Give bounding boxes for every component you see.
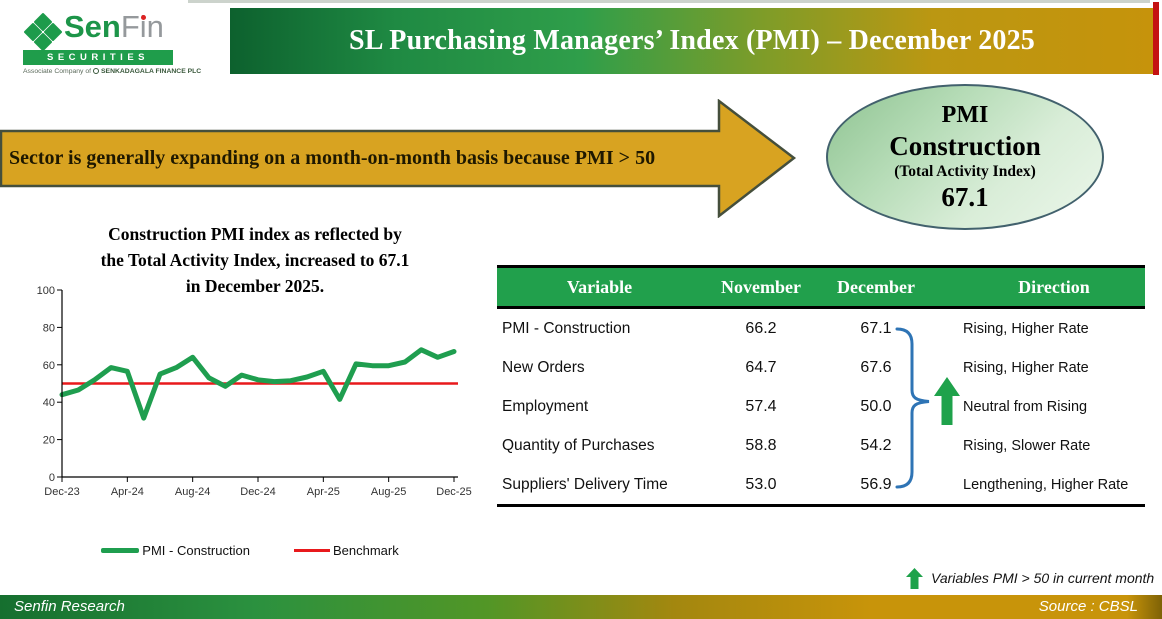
badge-line3: (Total Activity Index) [894,163,1036,180]
legend-label-pmi: PMI - Construction [142,543,250,558]
cell-december: 50.0 [860,397,892,415]
y-tick-label: 60 [43,360,55,372]
col-header-direction: Direction [1018,276,1090,297]
chart-title: Construction PMI index as reflected by t… [45,221,465,299]
brand-fin: Fin [120,9,164,44]
chart-title-line3: in December 2025. [185,276,325,296]
pmi-variables-table: Variable November December Direction PMI… [497,265,1145,507]
brand-wordmark: SenFin [64,8,164,46]
badge-line2: Construction [889,131,1041,161]
x-tick-label: Aug-25 [371,486,406,498]
table-row: Employment 57.4 50.0 Neutral from Rising [497,387,1145,426]
cell-direction: Lengthening, Higher Rate [963,476,1129,493]
brand-red-dot [141,15,146,20]
cell-direction: Rising, Higher Rate [963,359,1089,376]
badge-value: 67.1 [941,182,989,212]
table-row: New Orders 64.7 67.6 Rising, Higher Rate [497,348,1145,387]
cell-variable: PMI - Construction [502,319,631,337]
callout-arrow-shape [0,99,797,218]
legend-label-benchmark: Benchmark [332,543,399,558]
y-tick-label: 100 [37,285,55,297]
note-up-arrow-icon [906,568,923,589]
callout-text: Sector is generally expanding on a month… [9,147,656,169]
footer-source-label: Source : CBSL [1038,598,1138,615]
callout-arrow [0,99,797,218]
col-header-november: November [721,276,801,297]
x-tick-label: Dec-23 [44,486,79,498]
cell-variable: Employment [502,397,589,415]
clover-logo-icon [24,13,62,51]
page-title: SL Purchasing Managers’ Index (PMI) – De… [348,25,1036,56]
chart-dynamic-layer: 0 20 40 60 80 100 Dec-23 Apr-24 Aug-24 Dec-24 Apr-… [37,285,472,498]
cell-direction: Rising, Higher Rate [963,320,1089,337]
up-arrow-shape [934,377,960,425]
cell-direction: Neutral from Rising [963,398,1088,415]
title-banner: SL Purchasing Managers’ Index (PMI) – De… [230,8,1154,74]
logo-tagline: Associate Company of SENKADAGALA FINANCE … [23,68,201,75]
table-body: PMI - Construction 66.2 67.1 Rising, Hig… [497,309,1145,507]
pmi-construction-badge: PMI Construction (Total Activity Index) … [826,84,1104,230]
legend-item-pmi: PMI - Construction [101,543,250,558]
pmi-line-swatch [101,548,140,553]
note-text: Variables PMI > 50 in current month [931,570,1155,586]
col-header-variable: Variable [566,276,633,297]
footer-bar: Senfin Research Source : CBSL [0,595,1162,619]
finance-plc-icon [93,68,100,74]
securities-bar: SECURITIES [23,50,173,65]
cell-december: 56.9 [860,475,892,493]
cell-direction: Rising, Slower Rate [963,437,1091,454]
table-header-row: Variable November December Direction [497,265,1145,309]
cell-variable: New Orders [502,358,585,376]
cell-variable: Quantity of Purchases [502,436,655,454]
y-tick-label: 20 [43,435,55,447]
pmi-construction-line [59,347,457,421]
footer-research-label: Senfin Research [14,598,125,615]
cell-december: 67.6 [860,358,892,376]
col-header-december: December [837,276,915,297]
x-tick-label: Apr-25 [307,486,340,498]
x-tick-label: Apr-24 [111,486,144,498]
tagline-prefix: Associate Company of [23,68,92,75]
x-tick-label: Dec-24 [240,486,275,498]
cell-december: 54.2 [860,436,892,454]
table-row: Quantity of Purchases 58.8 54.2 Rising, … [497,426,1145,465]
cell-variable: Suppliers' Delivery Time [502,475,668,493]
up-arrow-icon [934,377,960,425]
x-tick-label: Dec-25 [436,486,471,498]
senfin-logo: SenFin SECURITIES Associate Company of SE… [20,8,201,78]
benchmark-line-swatch [293,549,330,552]
chart-title-line2: the Total Activity Index, increased to 6… [100,250,410,270]
cell-november: 57.4 [745,397,777,415]
y-tick-label: 80 [43,322,55,334]
badge-line1: PMI [941,102,989,128]
chart-title-line1: Construction PMI index as reflected by [108,224,402,244]
cell-december: 67.1 [860,319,892,337]
tagline-company: SENKADAGALA FINANCE PLC [101,68,202,75]
cell-november: 64.7 [745,358,777,376]
table-row: PMI - Construction 66.2 67.1 Rising, Hig… [497,309,1145,348]
y-tick-label: 40 [43,397,55,409]
y-tick-label: 0 [49,472,55,484]
pmi-line-chart: 0 20 40 60 80 100 Dec-23 Apr-24 Aug-24 Dec-24 Apr-… [37,285,472,498]
brace-path [895,327,930,489]
cell-november: 66.2 [745,319,777,337]
december-values-brace [895,327,930,489]
chart-legend: PMI - Construction Benchmark [30,543,470,558]
brand-sen: Sen [64,9,121,44]
cell-november: 53.0 [745,475,777,493]
legend-item-benchmark: Benchmark [293,543,399,558]
top-accent-strip [188,0,1150,3]
note-up-arrow-shape [906,568,923,589]
banner-red-endcap [1153,2,1159,75]
table-row: Suppliers' Delivery Time 53.0 56.9 Lengt… [497,465,1145,504]
x-tick-label: Aug-24 [175,486,210,498]
cell-november: 58.8 [745,436,777,454]
